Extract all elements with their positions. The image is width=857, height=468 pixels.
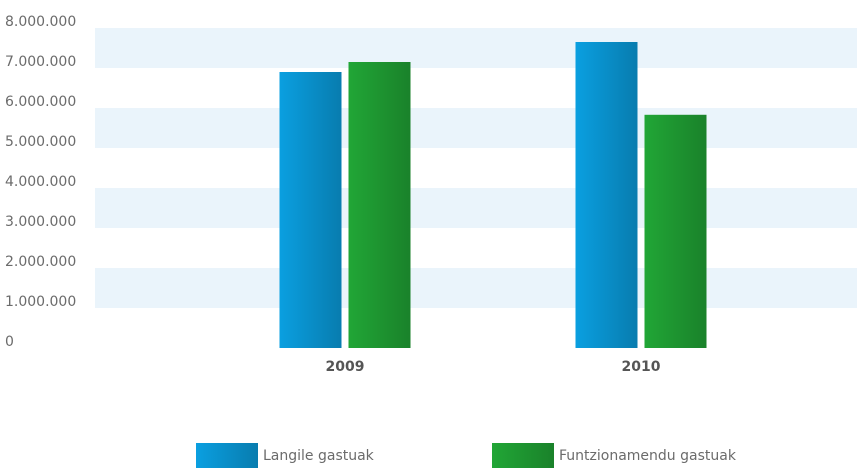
legend-swatch-shade [492, 443, 554, 468]
legend-swatch-shade [196, 443, 258, 468]
grid-band [95, 28, 857, 68]
y-tick-label: 3.000.000 [5, 214, 76, 230]
bar-shade [575, 42, 638, 348]
legend-label: Funtzionamendu gastuak [559, 448, 737, 464]
y-tick-label: 0 [5, 334, 14, 350]
y-tick-label: 2.000.000 [5, 254, 76, 270]
y-tick-label: 1.000.000 [5, 294, 76, 310]
x-tick-label: 2009 [326, 359, 365, 375]
x-tick-label: 2010 [622, 359, 661, 375]
legend-label: Langile gastuak [263, 448, 375, 464]
y-tick-label: 4.000.000 [5, 174, 76, 190]
y-tick-label: 6.000.000 [5, 94, 76, 110]
y-tick-label: 5.000.000 [5, 134, 76, 150]
bar-shade [348, 62, 411, 348]
bar-shade [279, 72, 342, 348]
grid-band [95, 188, 857, 228]
y-tick-label: 7.000.000 [5, 54, 76, 70]
y-tick-label: 8.000.000 [5, 14, 76, 30]
grid-band [95, 268, 857, 308]
grid-band [95, 108, 857, 148]
bar-shade [644, 114, 707, 348]
